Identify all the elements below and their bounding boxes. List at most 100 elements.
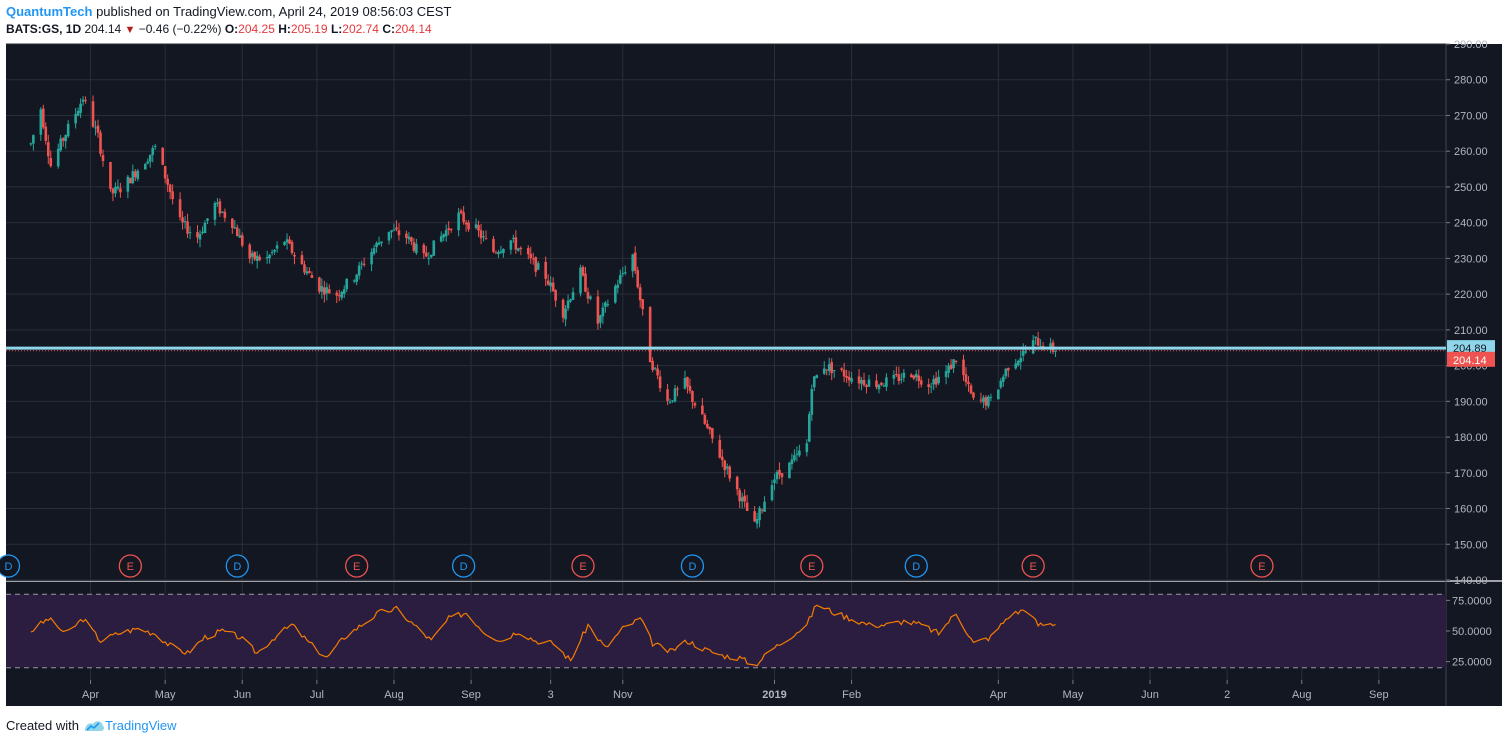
candle-body: [723, 460, 727, 471]
time-tick-label: Nov: [613, 689, 633, 701]
candle-body: [235, 227, 239, 237]
candle-body: [706, 423, 709, 428]
time-axis[interactable]: [6, 680, 1446, 706]
candle-body: [917, 375, 921, 381]
candle-body: [604, 302, 607, 307]
price-scale[interactable]: [1446, 44, 1502, 580]
price-pane[interactable]: [6, 44, 1446, 580]
candle-body: [755, 518, 759, 524]
time-tick-label: Jun: [1141, 689, 1159, 701]
candle-body: [671, 400, 674, 402]
candle-body: [937, 376, 940, 384]
candle-body: [770, 485, 774, 501]
candle-body: [283, 241, 286, 245]
down-arrow-icon: ▼: [124, 24, 136, 36]
candle-body: [216, 202, 219, 204]
dividend-marker: [451, 554, 476, 578]
candle-body: [778, 469, 781, 475]
candle-body: [285, 239, 289, 243]
candle-body: [111, 188, 115, 194]
candle-body: [146, 161, 150, 164]
rsi-tick-label: 75.0000: [1452, 595, 1492, 607]
earnings-marker: [1021, 554, 1045, 578]
time-tick-label: Feb: [842, 689, 861, 701]
candle-body: [561, 299, 565, 318]
author-name[interactable]: QuantumTech: [6, 4, 93, 19]
symbol-label: BATS:GS, 1D: [6, 22, 82, 36]
candle-body: [934, 377, 938, 385]
candle-body: [793, 455, 796, 461]
earnings-marker: [571, 554, 595, 578]
candle-body: [822, 368, 826, 374]
last-price-badge: [1447, 351, 1495, 367]
candle-body: [885, 377, 888, 387]
candle-body: [223, 211, 227, 218]
candle-body: [788, 462, 791, 479]
candle-body: [91, 101, 95, 127]
candle-body: [308, 271, 311, 273]
candle-body: [987, 396, 990, 407]
candle-body: [377, 242, 381, 245]
candle-body: [335, 292, 339, 296]
price-tick-label: 270.00: [1454, 110, 1488, 122]
candle-body: [763, 501, 766, 512]
candle-body: [666, 389, 669, 401]
price-tick-label: 140.00: [1454, 575, 1488, 587]
candle-body: [648, 307, 652, 363]
tradingview-link[interactable]: TradingView: [83, 718, 177, 733]
candle-body: [1019, 357, 1023, 363]
rsi-scale[interactable]: [1446, 582, 1502, 680]
candle-body: [919, 380, 923, 385]
candle-body: [116, 186, 120, 189]
candle-body: [171, 191, 174, 200]
candle-body: [328, 289, 331, 294]
candle-body: [808, 414, 811, 442]
candle-body: [221, 211, 224, 213]
price-change: −0.46 (−0.22%): [138, 22, 222, 36]
candle-body: [514, 237, 518, 250]
candle-body: [129, 178, 132, 184]
candle-body: [213, 202, 217, 220]
tradingview-logo-icon: [84, 720, 105, 731]
candle-body: [544, 261, 547, 279]
candle-body: [529, 253, 533, 259]
candle-body: [444, 230, 448, 237]
candle-body: [449, 229, 453, 231]
candle-body: [534, 257, 538, 272]
candle-body: [711, 428, 714, 439]
time-tick-label: Sep: [461, 689, 481, 701]
candle-body: [877, 384, 881, 390]
horizontal-line[interactable]: [6, 346, 1446, 352]
candle-body: [231, 218, 234, 229]
time-tick-label: 2: [1224, 689, 1230, 701]
candle-body: [616, 284, 620, 288]
candle-body: [310, 275, 314, 278]
event-marker-label: D: [688, 561, 696, 573]
rsi-line: [30, 604, 1056, 667]
candle-body: [410, 237, 413, 242]
candle-body: [467, 222, 470, 230]
candle-body: [753, 511, 756, 522]
candle-body: [196, 232, 199, 238]
candle-body: [967, 381, 970, 385]
candle-body: [198, 233, 202, 240]
candle-body: [636, 270, 640, 288]
horizontal-gridlines: [6, 43, 1446, 581]
candle-body: [554, 290, 557, 301]
candle-body: [203, 222, 207, 234]
candle-body: [66, 123, 70, 137]
low-label: L:: [330, 22, 343, 36]
candle-body: [999, 380, 1003, 388]
candle-body: [673, 388, 677, 402]
dividend-marker: [680, 554, 705, 578]
candle-body: [148, 154, 152, 162]
candle-body: [969, 385, 973, 394]
candle-body: [1014, 363, 1018, 369]
candle-body: [288, 239, 291, 244]
candle-body: [840, 368, 843, 370]
dividend-marker: [225, 554, 249, 578]
earnings-marker: [800, 554, 824, 578]
candle-body: [536, 263, 540, 270]
